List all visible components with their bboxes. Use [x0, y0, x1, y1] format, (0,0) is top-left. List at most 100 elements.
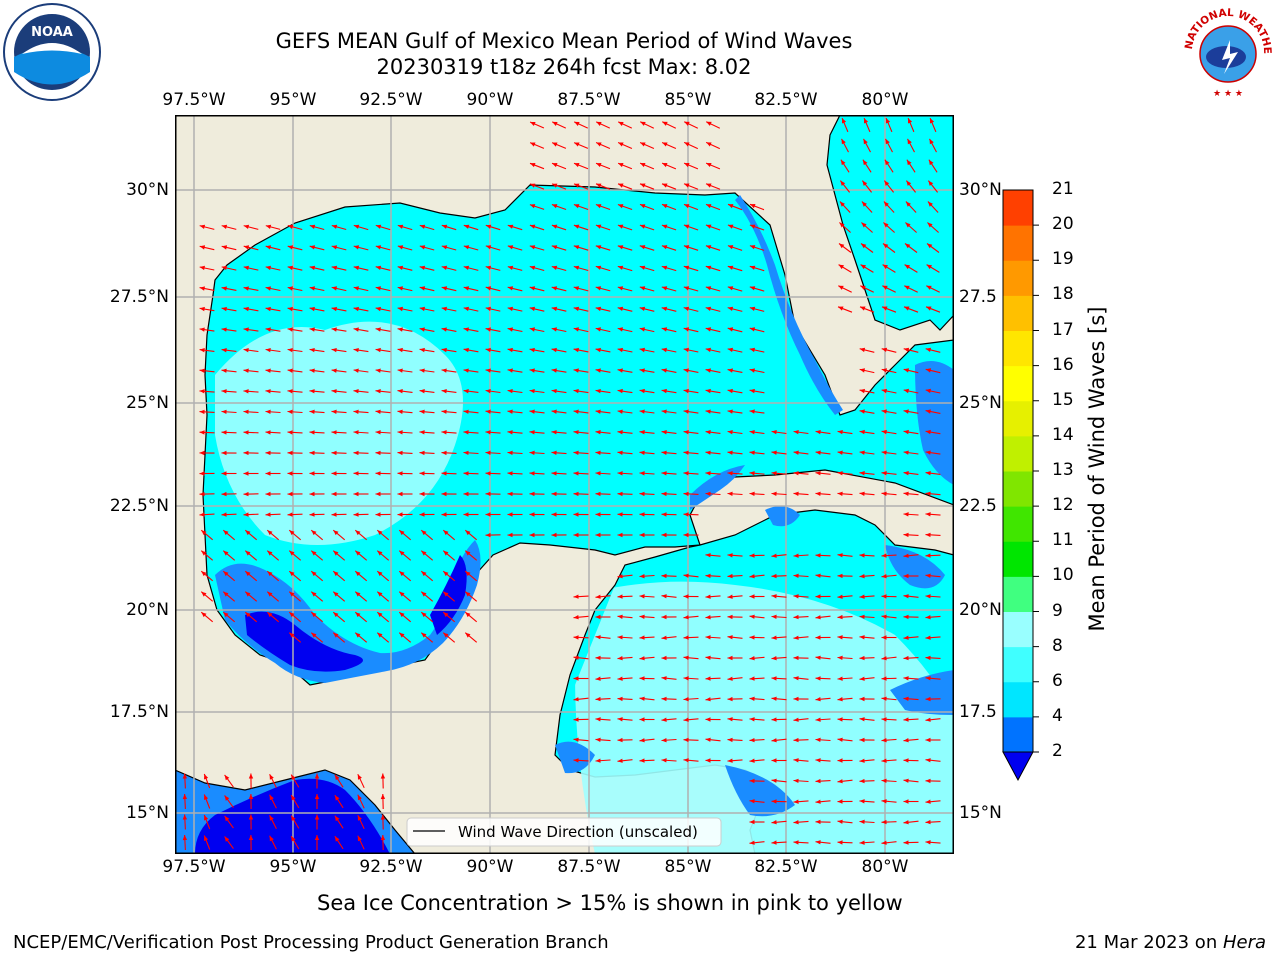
wind-wave-arrowhead	[529, 471, 535, 476]
wind-wave-arrowhead	[771, 696, 777, 701]
wind-wave-arrowhead	[269, 794, 274, 801]
wind-wave-arrowhead	[595, 347, 601, 353]
wind-wave-arrowhead	[617, 758, 623, 763]
colorbar-segment	[1003, 716, 1033, 753]
wind-wave-arrowhead	[309, 224, 316, 229]
wind-wave-arrowhead	[357, 774, 362, 780]
nws-logo-icon: NATIONAL WEATHER SERVICE ★ ★ ★	[1178, 2, 1275, 99]
wind-wave-arrowhead	[573, 368, 579, 373]
wind-wave-arrowhead	[375, 471, 381, 476]
wind-wave-arrowhead	[815, 430, 821, 435]
wind-wave-arrowhead	[551, 265, 558, 270]
wind-wave-arrowhead	[639, 758, 645, 763]
wind-wave-arrowhead	[661, 676, 667, 681]
wind-wave-arrowhead	[727, 265, 734, 270]
wind-wave-arrowhead	[683, 224, 690, 229]
wind-wave-arrowhead	[639, 265, 646, 270]
wind-wave-arrowhead	[287, 348, 293, 353]
wind-wave-arrowhead	[574, 163, 580, 168]
colorbar-tick-label: 15	[1052, 389, 1074, 410]
wind-wave-arrowhead	[639, 306, 646, 311]
wind-wave-arrowhead	[595, 676, 601, 681]
colorbar-segment	[1003, 225, 1033, 261]
wind-wave-arrowhead	[243, 348, 249, 353]
colorbar-segment	[1003, 260, 1033, 296]
wind-wave-arrowhead	[881, 635, 887, 640]
wind-wave-arrowhead	[595, 471, 601, 476]
lat-tick-right: 25°N	[959, 393, 1002, 413]
wind-wave-arrowhead	[683, 388, 689, 394]
colorbar-segment	[1003, 576, 1033, 612]
wind-wave-arrowhead	[639, 450, 645, 455]
colorbar-tick-label: 14	[1052, 424, 1074, 445]
wind-wave-arrowhead	[771, 840, 777, 845]
wind-wave-arrowhead	[839, 243, 845, 249]
wind-wave-arrowhead	[925, 429, 931, 435]
wind-wave-arrowhead	[930, 118, 935, 124]
wind-wave-arrowhead	[551, 368, 557, 373]
wind-wave-arrowhead	[375, 224, 382, 229]
wind-wave-arrowhead	[793, 676, 799, 681]
wind-wave-arrowhead	[727, 327, 734, 332]
wind-wave-arrowhead	[309, 389, 315, 394]
wind-wave-arrowhead	[224, 836, 230, 842]
lat-tick-right: 20°N	[959, 600, 1002, 620]
wind-wave-arrowhead	[771, 676, 777, 681]
wind-wave-arrowhead	[421, 591, 427, 597]
wind-wave-arrowhead	[485, 532, 491, 538]
wind-wave-arrowhead	[485, 389, 491, 394]
short-period-zone-deep-campeche	[245, 611, 363, 672]
wind-wave-arrowhead	[573, 347, 579, 353]
short-period-zone-florida-west	[735, 195, 843, 415]
wind-wave-arrowhead	[331, 368, 337, 373]
wind-wave-arrowhead	[353, 265, 360, 271]
wind-wave-arrowhead	[573, 204, 580, 209]
colorbar-segment	[1003, 400, 1033, 437]
wind-wave-arrowhead	[881, 429, 887, 435]
noaa-logo-icon: NOAA	[3, 3, 101, 101]
lon-tick-top: 85°W	[664, 90, 712, 110]
wind-wave-arrowhead	[903, 820, 909, 825]
wind-wave-arrowhead	[837, 491, 843, 496]
wind-wave-arrowhead	[661, 758, 667, 763]
wind-wave-arrowhead	[860, 306, 866, 311]
wind-wave-arrowhead	[507, 409, 513, 414]
wind-wave-arrowhead	[705, 594, 711, 599]
wind-wave-arrowhead	[881, 656, 887, 661]
wind-wave-arrowhead	[903, 409, 909, 414]
wind-wave-arrowhead	[815, 471, 821, 476]
wind-wave-arrowhead	[377, 571, 383, 577]
wind-wave-arrowhead	[573, 635, 579, 640]
wind-wave-arrowhead	[661, 327, 668, 332]
wind-wave-arrowhead	[463, 347, 469, 353]
wind-wave-arrowhead	[859, 491, 865, 496]
wind-wave-arrowhead	[465, 550, 471, 556]
wind-wave-arrowhead	[441, 327, 447, 332]
wind-wave-arrowhead	[793, 471, 799, 476]
wind-wave-arrowhead	[661, 655, 667, 661]
wind-wave-arrowhead	[618, 163, 624, 168]
wind-wave-arrowhead	[881, 471, 887, 476]
wind-wave-arrowhead	[485, 224, 492, 229]
wind-wave-arrowhead	[639, 430, 645, 435]
wind-wave-arrowhead	[485, 471, 491, 476]
wind-wave-arrowhead	[243, 512, 249, 517]
wind-wave-arrowhead	[749, 656, 755, 661]
wind-wave-arrowhead	[705, 327, 712, 332]
wind-wave-arrowhead	[706, 204, 712, 209]
wind-wave-arrowhead	[639, 286, 646, 291]
wind-wave-arrowhead	[903, 512, 909, 517]
wind-wave-arrowhead	[551, 327, 557, 332]
wind-wave-arrowhead	[441, 245, 448, 250]
wind-wave-arrowhead	[331, 265, 338, 271]
colorbar-segment	[1003, 365, 1033, 402]
wind-wave-arrowhead	[441, 450, 447, 456]
lon-tick-top: 80°W	[861, 90, 909, 110]
wind-wave-arrowhead	[573, 450, 579, 455]
wind-wave-arrowhead	[617, 286, 624, 291]
wind-wave-arrowhead	[287, 245, 294, 250]
wind-wave-arrowhead	[375, 347, 381, 353]
footer-host: Hera	[1222, 932, 1266, 953]
short-period-zone-cuba-south	[765, 506, 800, 527]
wind-wave-arrowhead	[839, 222, 845, 228]
